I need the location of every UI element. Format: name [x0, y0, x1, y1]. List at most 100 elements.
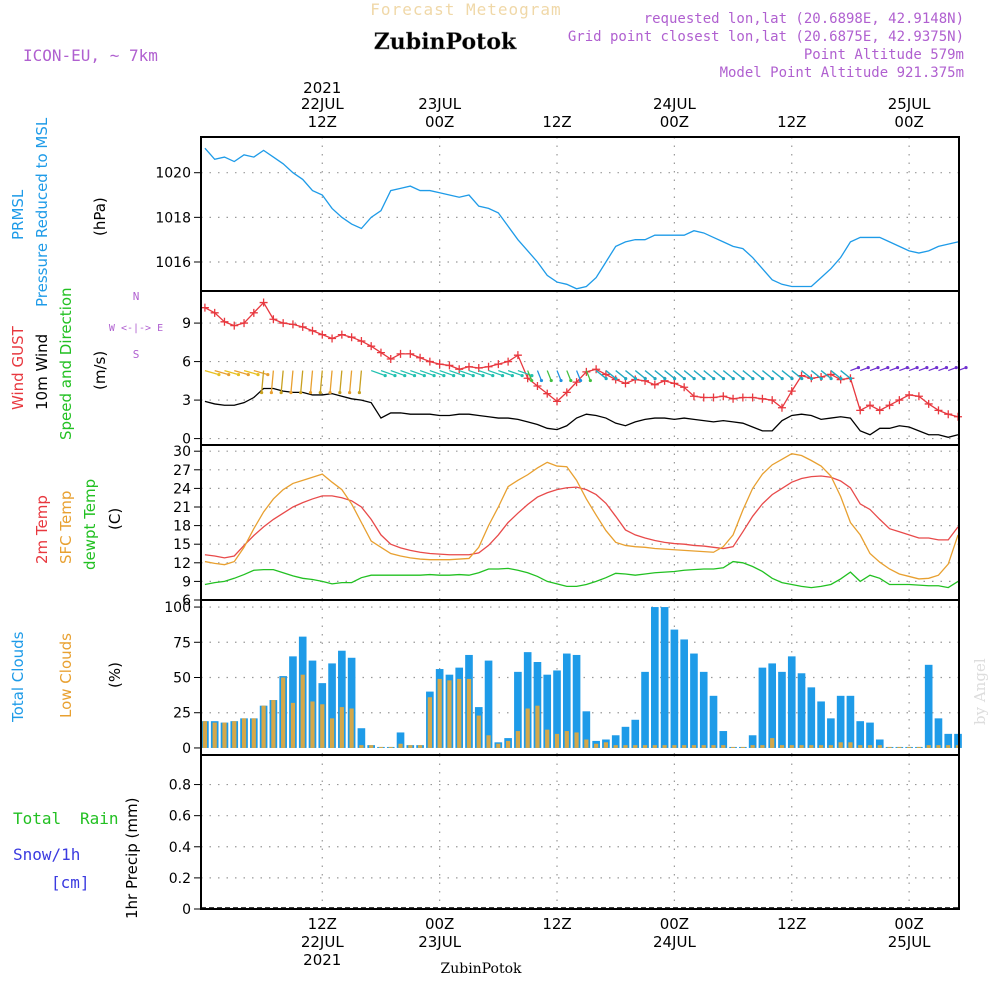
- low-cloud-bar: [750, 745, 755, 748]
- low-cloud-bar: [241, 718, 247, 748]
- wind-arrow-head: [383, 373, 387, 378]
- y-tick-label: 3: [182, 393, 191, 409]
- series-line: [204, 147, 959, 290]
- wind-arrow-head: [227, 372, 231, 377]
- y-tick-label: 6: [182, 593, 191, 609]
- wind-arrow-head: [403, 373, 407, 378]
- wind-arrow: [664, 370, 676, 380]
- wind-arrow-head: [770, 376, 775, 381]
- gust-marker: [318, 330, 327, 339]
- wind-arrow: [536, 370, 543, 381]
- total-cloud-bar: [357, 728, 366, 748]
- clouds-label-1: Total Clouds: [9, 631, 27, 723]
- y-tick-label: 0: [182, 741, 191, 757]
- total-cloud-bar: [670, 629, 679, 748]
- gust-marker: [337, 330, 346, 339]
- total-cloud-bar: [758, 667, 767, 748]
- total-cloud-bar: [748, 735, 757, 748]
- gust-marker: [494, 360, 503, 369]
- watermark: by Angel: [971, 658, 989, 725]
- gust-marker: [200, 303, 209, 312]
- pressure-label-1: PRMSL: [9, 189, 27, 240]
- gust-marker: [376, 348, 385, 357]
- gust-marker: [738, 393, 747, 402]
- model-label: ICON-EU, ~ 7km: [23, 46, 158, 65]
- low-cloud-bar: [466, 678, 472, 748]
- y-tick-label: 1016: [155, 255, 191, 271]
- wind-arrow-head: [530, 378, 534, 383]
- low-cloud-bar: [486, 735, 491, 748]
- y-tick-label: 0: [182, 432, 191, 448]
- gust-marker: [269, 315, 278, 324]
- low-cloud-bar: [946, 745, 951, 748]
- low-cloud-bar: [740, 746, 745, 748]
- gust-marker: [357, 337, 366, 346]
- top-time-label: 00Z: [894, 113, 923, 131]
- gust-marker: [719, 392, 728, 401]
- y-tick-label: 100: [164, 600, 191, 616]
- gust-marker: [865, 401, 874, 410]
- top-time-label: 2021: [303, 79, 341, 97]
- y-tick-label: 15: [173, 537, 191, 553]
- total-cloud-bar: [514, 671, 522, 748]
- y-tick-label: 6: [182, 355, 191, 371]
- low-cloud-bar: [398, 743, 403, 748]
- gust-marker: [709, 393, 718, 402]
- total-cloud-bar: [533, 662, 542, 748]
- y-tick-label: 21: [173, 500, 191, 516]
- wind-arrow-head: [461, 373, 466, 378]
- precip-label-snow: Snow/1h: [13, 845, 80, 864]
- top-time-label: 23JUL: [418, 95, 461, 113]
- wind-arrow: [290, 370, 294, 393]
- panel-frame: [200, 290, 960, 446]
- bottom-time-label: 23JUL: [418, 933, 461, 951]
- low-cloud-bar: [828, 745, 833, 748]
- point-altitude: Point Altitude 579m: [804, 47, 964, 63]
- requested-coords: requested lon,lat (20.6898E, 42.9148N): [644, 11, 964, 27]
- wind-arrow-head: [520, 373, 524, 378]
- wind-unit: (m/s): [91, 351, 109, 390]
- gust-marker: [484, 362, 493, 371]
- top-time-label: 00Z: [425, 113, 454, 131]
- bottom-time-label: 24JUL: [653, 933, 696, 951]
- wind-arrow-head: [471, 373, 475, 378]
- wind-arrow: [546, 370, 552, 381]
- axes-layer: 1016101810200369691215182124273002550751…: [155, 136, 960, 918]
- gust-marker: [504, 357, 513, 366]
- wind-arrow-head: [925, 365, 929, 370]
- gust-marker: [699, 393, 708, 402]
- location-title: ZubinPotok: [374, 29, 517, 55]
- gust-marker: [768, 396, 777, 405]
- wind-arrow: [419, 369, 435, 377]
- gust-marker: [562, 388, 571, 397]
- wind-arrow-head: [866, 365, 870, 370]
- low-cloud-bar: [359, 745, 364, 748]
- y-tick-label: 18: [173, 519, 191, 535]
- wind-arrow-head: [299, 390, 303, 395]
- low-cloud-bar: [907, 746, 912, 748]
- gust-marker: [758, 394, 767, 403]
- wind-arrow: [214, 369, 229, 376]
- low-cloud-bar: [408, 745, 413, 748]
- wind-arrow-head: [510, 373, 514, 378]
- gust-marker: [249, 308, 258, 317]
- wind-arrow: [260, 370, 265, 393]
- y-tick-label: 75: [173, 635, 191, 651]
- gust-marker: [425, 357, 434, 366]
- wind-arrow: [762, 370, 773, 380]
- wind-arrow: [458, 369, 474, 377]
- wind-arrow: [820, 370, 832, 380]
- total-cloud-bar: [856, 721, 865, 748]
- wind-arrow-head: [839, 376, 843, 381]
- total-cloud-bar: [846, 695, 855, 748]
- clouds-unit: (%): [106, 662, 124, 688]
- low-cloud-bar: [271, 700, 276, 748]
- wind-arrow: [791, 370, 803, 380]
- gust-marker: [777, 403, 786, 412]
- gust-marker: [308, 326, 317, 335]
- wind-arrow: [370, 369, 386, 377]
- total-cloud-bar: [621, 726, 630, 748]
- low-cloud-bar: [261, 705, 266, 748]
- bottom-time-label: 2021: [303, 951, 341, 969]
- wind-arrow-head: [856, 365, 861, 370]
